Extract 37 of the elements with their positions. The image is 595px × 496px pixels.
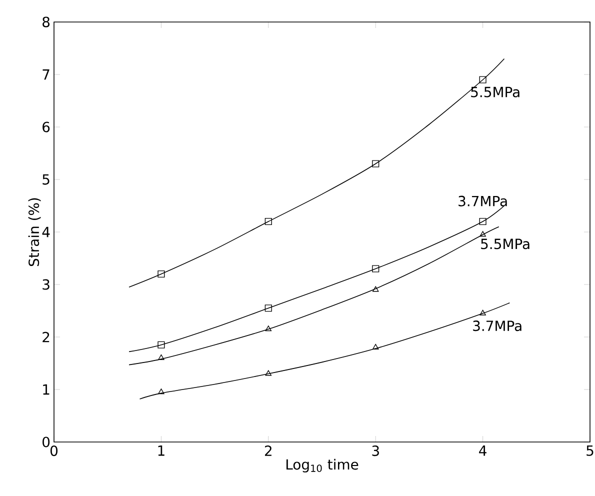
point <box>479 76 486 84</box>
x-tick-label: 4 <box>479 446 486 456</box>
point <box>372 265 380 272</box>
series-label: 5.5MPa <box>481 238 530 250</box>
x-tick-label: 0 <box>50 446 58 456</box>
point <box>265 326 272 332</box>
x-tick-label: 2 <box>264 446 272 456</box>
series-label: 3.7MPa <box>458 196 507 206</box>
point <box>264 304 272 312</box>
x-tick-label: 5 <box>586 446 594 456</box>
point <box>479 218 486 226</box>
series-label: 3.7MPa <box>473 320 522 332</box>
y-tick-label: 3 <box>42 279 50 290</box>
point <box>480 231 486 237</box>
x-tick-label: 3 <box>372 446 379 456</box>
y-tick-label: 6 <box>42 122 50 132</box>
y-tick-label: 5 <box>42 174 50 185</box>
point <box>265 370 272 376</box>
point <box>480 310 486 316</box>
y-tick-label: 4 <box>42 226 50 238</box>
x-axis-title: Log$_{10}$ time <box>286 458 358 472</box>
point <box>158 354 164 360</box>
y-axis-title: Strain (%) <box>28 198 41 266</box>
y-tick-label: 0 <box>42 436 50 448</box>
series-label: 5.5MPa <box>471 86 520 98</box>
x-tick-label: 1 <box>158 446 164 456</box>
y-tick-label: 2 <box>42 332 50 342</box>
point <box>158 341 165 348</box>
y-tick-label: 7 <box>42 69 50 80</box>
y-tick-label: 8 <box>42 16 50 28</box>
point <box>372 344 379 350</box>
point <box>372 286 379 292</box>
point <box>372 160 380 168</box>
point <box>264 218 272 226</box>
point <box>158 388 164 394</box>
point <box>158 270 165 278</box>
y-tick-label: 1 <box>43 384 50 395</box>
